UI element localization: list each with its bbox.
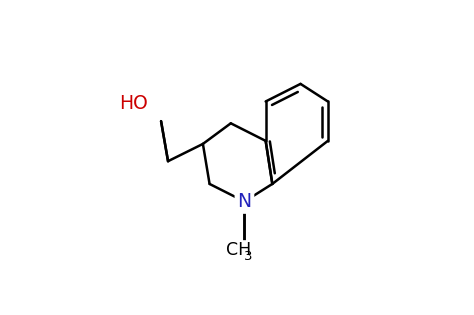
Text: CH: CH bbox=[227, 241, 252, 259]
Text: 3: 3 bbox=[244, 249, 252, 263]
Text: HO: HO bbox=[119, 94, 147, 113]
Text: N: N bbox=[237, 192, 252, 211]
